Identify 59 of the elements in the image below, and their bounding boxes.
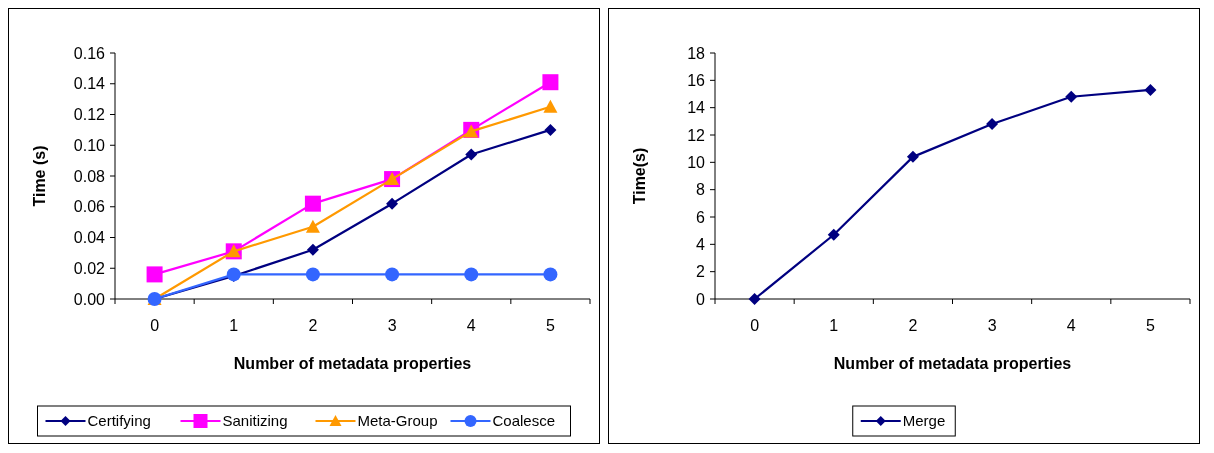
x-tick-label: 1 xyxy=(229,317,239,334)
y-tick-label: 12 xyxy=(687,126,706,144)
y-tick-label: 0.04 xyxy=(73,229,106,247)
y-tick-label: 2 xyxy=(696,263,706,281)
point xyxy=(542,74,559,91)
x-axis-title: Number of metadata properties xyxy=(833,355,1072,372)
y-tick-label: 16 xyxy=(687,71,706,89)
y-tick-label: 6 xyxy=(696,208,706,226)
x-tick-label: 0 xyxy=(150,317,160,334)
y-tick-label: 0.06 xyxy=(73,198,106,216)
point xyxy=(305,219,320,233)
y-axis-title: Time(s) xyxy=(631,147,648,205)
y-tick-label: 4 xyxy=(696,235,706,253)
y-axis-title: Time (s) xyxy=(31,145,48,207)
legend-label: Sanitizing xyxy=(222,412,288,430)
x-axis-title: Number of metadata properties xyxy=(233,355,472,372)
x-tick-label: 3 xyxy=(987,317,997,334)
point xyxy=(386,197,399,210)
legend-label: Merge xyxy=(902,412,946,430)
legend-label: Coalesce xyxy=(492,412,556,430)
y-tick-label: 0.10 xyxy=(73,136,106,154)
x-tick-label: 5 xyxy=(545,317,555,334)
y-tick-label: 8 xyxy=(696,181,706,199)
x-tick-label: 2 xyxy=(908,317,918,334)
point xyxy=(146,266,163,283)
y-tick-label: 0.08 xyxy=(73,167,106,185)
point xyxy=(543,267,558,282)
point xyxy=(1065,90,1078,103)
point xyxy=(305,267,320,282)
x-tick-label: 4 xyxy=(466,317,476,334)
x-tick-label: 1 xyxy=(829,317,839,334)
point xyxy=(544,123,557,136)
x-tick-label: 0 xyxy=(750,317,760,334)
point xyxy=(748,293,761,305)
point xyxy=(543,99,558,113)
point xyxy=(306,243,319,256)
x-tick-label: 5 xyxy=(1145,317,1155,334)
point xyxy=(827,228,840,241)
y-tick-label: 18 xyxy=(687,44,706,62)
point xyxy=(304,195,321,212)
point xyxy=(1144,83,1157,96)
point xyxy=(385,267,400,282)
x-tick-label: 3 xyxy=(387,317,397,334)
y-tick-label: 0.14 xyxy=(73,75,106,93)
y-tick-label: 0.00 xyxy=(73,290,106,308)
x-tick-label: 4 xyxy=(1066,317,1076,334)
point xyxy=(464,267,479,282)
y-tick-label: 0 xyxy=(696,290,706,308)
y-tick-label: 14 xyxy=(687,99,706,117)
y-tick-label: 0.02 xyxy=(73,259,106,277)
y-tick-label: 0.16 xyxy=(73,44,106,62)
y-tick-label: 0.12 xyxy=(73,106,106,124)
point xyxy=(465,148,478,161)
y-tick-label: 10 xyxy=(687,153,706,171)
legend-label: Meta-Group xyxy=(357,412,438,430)
point xyxy=(986,118,999,131)
legend-label: Certifying xyxy=(87,412,151,430)
x-tick-label: 2 xyxy=(308,317,318,334)
point xyxy=(906,150,919,163)
